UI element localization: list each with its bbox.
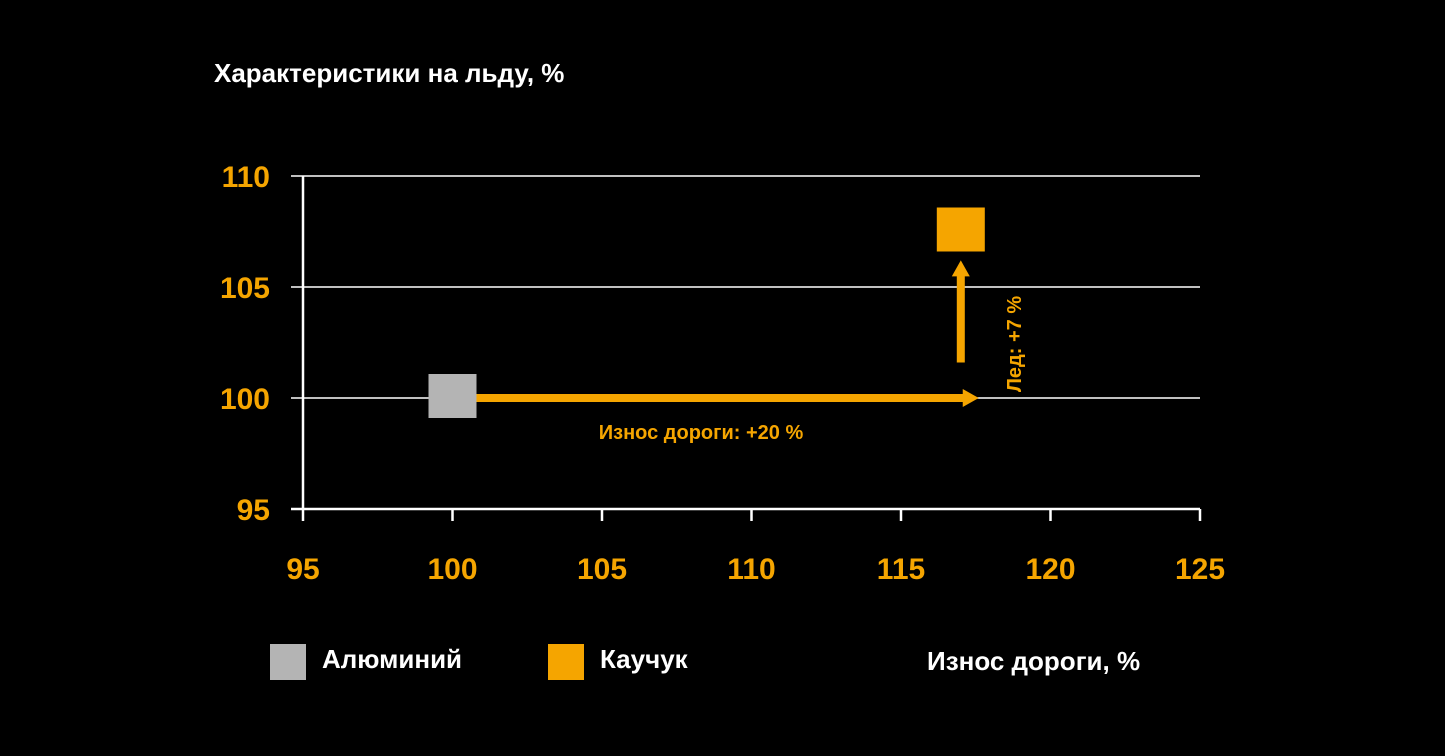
y-tick-label: 105 [220, 272, 270, 305]
x-tick-label: 105 [577, 553, 627, 586]
x-tick-label: 120 [1025, 553, 1075, 586]
annotation-layer: Износ дороги: +20 % Лед: +7 % [452, 260, 1026, 444]
x-tick-label: 100 [427, 553, 477, 586]
ice-annotation: Лед: +7 % [1004, 296, 1026, 392]
y-tick-label: 110 [222, 161, 270, 194]
ice-arrow-head [951, 260, 970, 277]
data-point-aluminum [428, 374, 477, 418]
legend: Алюминий Каучук [270, 644, 689, 680]
road-wear-arrow-head [962, 389, 979, 407]
x-tick-label: 115 [877, 553, 925, 586]
y-tick-label: 95 [237, 494, 270, 527]
x-axis-label: Износ дороги, % [927, 646, 1140, 676]
legend-label-aluminum: Алюминий [322, 644, 462, 674]
tick-layer: 95 100 105 110 115 120 125 110 105 100 95 [220, 161, 1225, 586]
x-tick-label: 110 [727, 553, 775, 586]
legend-label-rubber: Каучук [600, 644, 689, 674]
x-tick-label: 125 [1175, 553, 1225, 586]
grid-layer [291, 175, 1200, 399]
x-tick-label: 95 [286, 553, 319, 586]
legend-swatch-aluminum [270, 644, 306, 680]
axis-layer [291, 176, 1200, 511]
data-point-rubber [936, 207, 985, 252]
y-tick-label: 100 [220, 383, 270, 416]
road-wear-annotation: Износ дороги: +20 % [599, 422, 804, 444]
y-axis-label: Характеристики на льду, % [214, 58, 564, 88]
legend-swatch-rubber [548, 644, 584, 680]
point-layer [428, 207, 985, 418]
